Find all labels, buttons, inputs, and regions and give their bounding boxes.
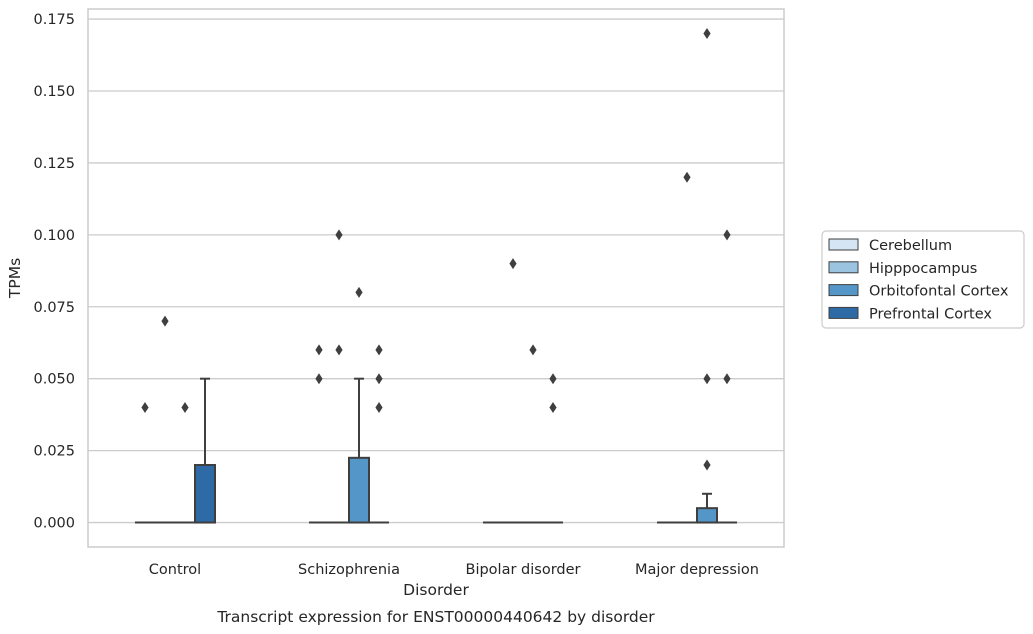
outlier-point [549, 401, 557, 413]
outlier-point [335, 229, 343, 241]
outlier-point [683, 171, 691, 183]
chart-caption: Transcript expression for ENST0000044064… [216, 608, 655, 626]
outlier-point [509, 258, 517, 270]
legend-label: Prefrontal Cortex [869, 306, 992, 322]
y-tick-label: 0.000 [33, 516, 75, 532]
box-hipppocampus [677, 171, 697, 524]
outlier-point [375, 344, 383, 356]
box-prefrontal-cortex [369, 344, 389, 524]
y-tick-label: 0.025 [33, 444, 75, 460]
box-prefrontal-cortex [194, 377, 216, 524]
outlier-point [315, 344, 323, 356]
y-tick-label: 0.150 [33, 84, 75, 100]
x-tick-labels: Control Schizophrenia Bipolar disorder Majo… [149, 562, 759, 578]
outlier-point [141, 401, 149, 413]
box-hipppocampus [155, 315, 175, 524]
box-rect [194, 464, 216, 524]
x-tick-label: Major depression [635, 562, 759, 578]
box-cerebellum [135, 401, 155, 524]
legend-label: Orbitofontal Cortex [869, 284, 1009, 300]
legend-swatch [828, 306, 859, 319]
box-orbitofontal-cortex [696, 27, 718, 524]
y-tick-label: 0.100 [33, 228, 75, 244]
box-prefrontal-cortex [717, 229, 737, 524]
box-hipppocampus [503, 258, 523, 524]
legend-swatch [828, 284, 859, 297]
box-orbitofontal-cortex [523, 344, 543, 524]
x-tick-label: Schizophrenia [298, 562, 400, 578]
legend-swatch [828, 261, 859, 274]
y-tick-labels: 0.000 0.025 0.050 0.075 0.100 0.125 0.150 0.175 [33, 12, 75, 531]
legend: Cerebellum Hipppocampus Orbitofontal Corte… [821, 230, 1025, 329]
gridlines [88, 18, 784, 524]
outlier-point [723, 373, 731, 385]
outlier-point [723, 229, 731, 241]
box-orbitofontal-cortex [175, 401, 195, 524]
box-orbitofontal-cortex [348, 286, 370, 524]
plot-frame [87, 8, 785, 548]
box-prefrontal-cortex [543, 373, 563, 524]
y-axis-label: TPMs [6, 258, 24, 299]
outlier-point [529, 344, 537, 356]
legend-swatch [828, 238, 859, 251]
outlier-point [703, 27, 711, 39]
outlier-point [335, 344, 343, 356]
y-tick-label: 0.075 [33, 300, 75, 316]
y-tick-label: 0.050 [33, 372, 75, 388]
box-hipppocampus [329, 229, 349, 524]
y-tick-label: 0.125 [33, 156, 75, 172]
legend-frame [821, 230, 1025, 329]
box-cerebellum [309, 344, 329, 524]
outlier-point [549, 373, 557, 385]
x-tick-label: Control [149, 562, 201, 578]
outlier-point [315, 373, 323, 385]
x-axis-label: Disorder [403, 581, 469, 599]
outlier-point [375, 401, 383, 413]
box-rect [696, 507, 718, 524]
outlier-point [703, 459, 711, 471]
outlier-point [181, 401, 189, 413]
y-tick-label: 0.175 [33, 12, 75, 28]
outlier-point [703, 373, 711, 385]
outlier-point [375, 373, 383, 385]
outlier-point [355, 286, 363, 298]
x-tick-label: Bipolar disorder [466, 562, 581, 578]
legend-label: Hipppocampus [869, 261, 977, 277]
box-rect [348, 456, 370, 524]
box-layer [135, 27, 737, 524]
outlier-point [161, 315, 169, 327]
legend-label: Cerebellum [869, 238, 952, 254]
